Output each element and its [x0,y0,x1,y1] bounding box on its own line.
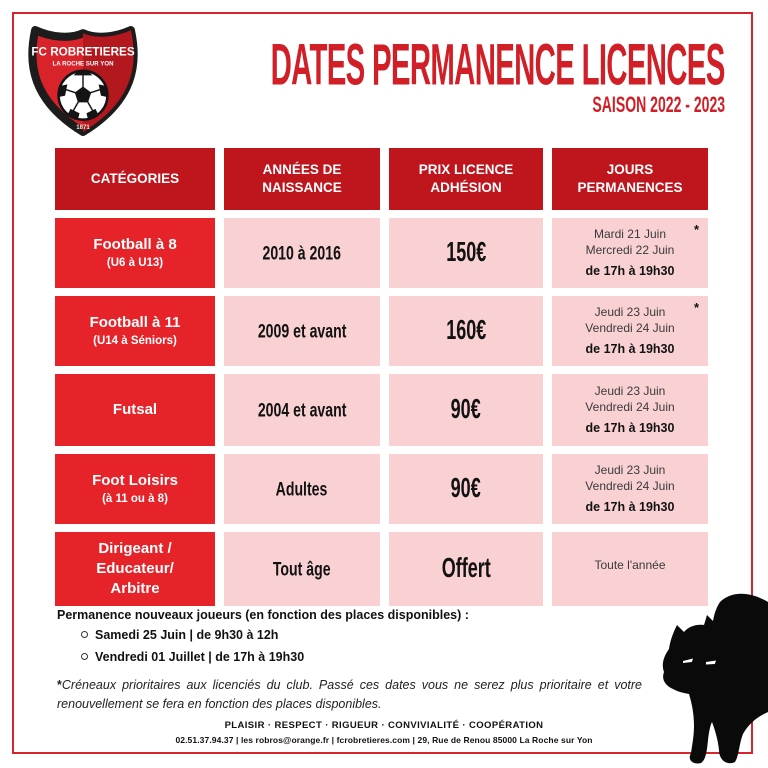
column-header-birth-years: ANNÉES DE NAISSANCE [224,148,380,210]
club-crest-logo: FC ROBRETIERES LA ROCHE SUR YON [20,24,146,138]
list-item: Vendredi 01 Juillet | de 17h à 19h30 [81,649,469,666]
column-header-categories: CATÉGORIES [55,148,215,210]
asterisk-marker: * [57,678,62,692]
footer: PLAISIR · RESPECT · RIGUEUR · CONVIVIALI… [0,720,768,745]
column-header-price: PRIX LICENCE ADHÉSION [389,148,543,210]
priority-footnote: *Créneaux prioritaires aux licenciés du … [57,678,642,712]
table-row-price: 90€ [389,454,543,524]
priority-asterisk: * [693,300,699,315]
red-border-frame [12,12,753,754]
club-values-line: PLAISIR · RESPECT · RIGUEUR · CONVIVIALI… [224,720,544,731]
page-title: DATES PERMANENCE LICENCES [270,32,726,97]
founded-year: 1871 [76,124,90,131]
list-item: Samedi 25 Juin | de 9h30 à 12h [81,627,469,644]
table-row-days: Jeudi 23 Juin Vendredi 24 Juin de 17h à … [552,454,708,524]
table-row-birth-years: Adultes [224,454,380,524]
table-row-birth-years: 2004 et avant [224,374,380,446]
club-name: FC ROBRETIERES [31,46,134,59]
new-players-title: Permanence nouveaux joueurs (en fonction… [57,608,469,622]
table-row-birth-years: 2009 et avant [224,296,380,366]
column-header-days: JOURS PERMANENCES [552,148,708,210]
table-row-days: * Jeudi 23 Juin Vendredi 24 Juin de 17h … [552,296,708,366]
table-row-days: * Mardi 21 Juin Mercredi 22 Juin de 17h … [552,218,708,288]
priority-asterisk: * [693,222,699,237]
table-row-price: 90€ [389,374,543,446]
club-location: LA ROCHE SUR YON [53,61,114,68]
table-row-price: Offert [389,532,543,606]
table-row-category: Football à 8 (U6 à U13) [55,218,215,288]
new-players-section: Permanence nouveaux joueurs (en fonction… [57,608,469,666]
table-row-birth-years: Tout âge [224,532,380,606]
panther-silhouette-icon [662,593,768,764]
shield-icon: FC ROBRETIERES LA ROCHE SUR YON [28,26,138,136]
table-row-days: Jeudi 23 Juin Vendredi 24 Juin de 17h à … [552,374,708,446]
table-row-price: 150€ [389,218,543,288]
licence-table: CATÉGORIES ANNÉES DE NAISSANCE PRIX LICE… [55,148,708,606]
table-row-category: Foot Loisirs (à 11 ou à 8) [55,454,215,524]
table-row-category: Futsal [55,374,215,446]
table-row-category: Football à 11 (U14 à Séniors) [55,296,215,366]
table-row-price: 160€ [389,296,543,366]
contact-line: 02.51.37.94.37 | les robros@orange.fr | … [175,735,593,745]
season-subtitle: SAISON 2022 - 2023 [592,92,725,117]
table-row-birth-years: 2010 à 2016 [224,218,380,288]
table-row-category: Dirigeant / Educateur/ Arbitre [55,532,215,606]
table-row-days: Toute l'année [552,532,708,606]
